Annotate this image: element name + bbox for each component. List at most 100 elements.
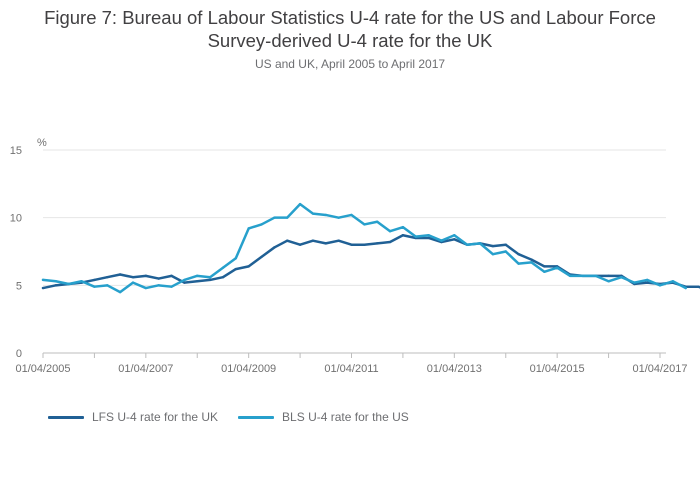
legend: LFS U-4 rate for the UK BLS U-4 rate for… [48,408,429,426]
series-0-point [260,255,263,259]
series-0-point [106,276,109,279]
series-1-point [247,227,250,230]
series-0-point [543,265,546,268]
series-0-point [530,258,533,261]
series-1-point [311,212,315,215]
series-0-point [311,239,315,242]
chart-title: Figure 7: Bureau of Labour Statistics U-… [0,6,700,52]
series-0-point [427,236,430,240]
series-1-point [131,281,135,284]
series-0-point [93,278,96,282]
series-1-point [273,216,276,219]
series-0-point [401,234,405,237]
series-0-point [118,273,122,276]
x-tick-label: 01/04/2007 [118,363,173,375]
series-1-point [671,280,675,283]
legend-label-uk: LFS U-4 rate for the UK [92,410,219,424]
y-tick-label: 5 [16,280,22,292]
x-tick-label: 01/04/2005 [15,363,70,375]
series-0-point [144,274,148,278]
series-1-point [543,270,546,273]
x-tick-label: 01/04/2013 [427,363,482,375]
series-1-point [440,239,443,242]
series-1-point [465,243,469,246]
series-1-point [221,266,225,269]
series-1-point [196,274,199,278]
series-0-point [234,267,238,271]
series-0-point [170,274,173,278]
chart-title-line-2: Survey-derived U-4 rate for the UK [207,30,493,51]
series-1-point [633,281,636,284]
series-1-point [684,286,687,290]
x-tick-label: 01/04/2009 [221,363,276,375]
series-0-point [697,285,700,288]
series-1-point [620,276,623,279]
series-1-point [555,266,559,269]
series-1-point [453,234,456,237]
series-0-point [221,276,225,279]
series-1-point [144,286,148,290]
series-1-point [491,253,495,256]
series-0-point [54,284,58,287]
series-1-point [376,220,379,223]
series-1-point [67,282,70,286]
legend-item-uk[interactable]: LFS U-4 rate for the UK [48,410,218,424]
series-1-point [157,284,160,287]
x-tick-label: 01/04/2015 [530,363,585,375]
series-0-point [324,242,327,245]
series-1-point [41,278,45,282]
series-1-point [183,278,186,282]
series-1-point [645,278,649,282]
series-1-point [324,213,327,217]
legend-item-us[interactable]: BLS U-4 rate for the US [238,410,409,424]
series-1-point [80,280,83,283]
series-0-point [453,238,456,241]
series-0-point [517,253,520,256]
series-0-point [183,281,186,284]
series-1-point [298,202,302,206]
series-0-point [607,274,610,278]
series-0-point [388,240,392,244]
series-1-point [388,230,392,233]
series-0-point [298,243,302,246]
series-0-point [41,286,45,290]
series-0-point [131,276,135,279]
series-1-point [517,262,520,265]
legend-swatch-uk [48,415,84,419]
series-1-point [234,257,238,260]
series-0-point [504,243,507,246]
series-0-point [157,277,160,280]
series-0-point [208,278,212,282]
series-0-point [376,242,379,245]
series-0-point [363,243,366,246]
series-1-point [568,274,572,278]
y-unit-label: % [37,137,47,149]
series-1-point [337,216,340,219]
series-1-point [607,280,610,283]
series-1-point [54,280,58,283]
series-1-point [286,216,289,219]
series-1-point [478,242,482,245]
series-1-point [594,274,597,278]
chart-title-line-1: Figure 7: Bureau of Labour Statistics U-… [44,7,656,28]
series-1-point [658,284,662,287]
series-1-point [118,290,122,294]
series-0-point [491,244,495,248]
chart-subtitle: US and UK, April 2005 to April 2017 [254,57,446,71]
series-1-point [530,261,533,264]
series-1-point [581,274,585,278]
series-0-point [350,243,353,246]
series-1-point [350,213,353,217]
legend-swatch-us [238,415,275,419]
x-tick-label: 01/04/2017 [632,363,687,375]
series-1-point [170,285,173,288]
series-1-point [504,250,507,253]
series-1-point [414,235,417,238]
series-line-0 [41,234,700,290]
series-1-point [93,285,96,288]
legend-label-us: BLS U-4 rate for the US [282,410,409,424]
series-0-point [337,239,340,242]
series-1-point [401,225,405,229]
series-1-point [208,276,212,279]
